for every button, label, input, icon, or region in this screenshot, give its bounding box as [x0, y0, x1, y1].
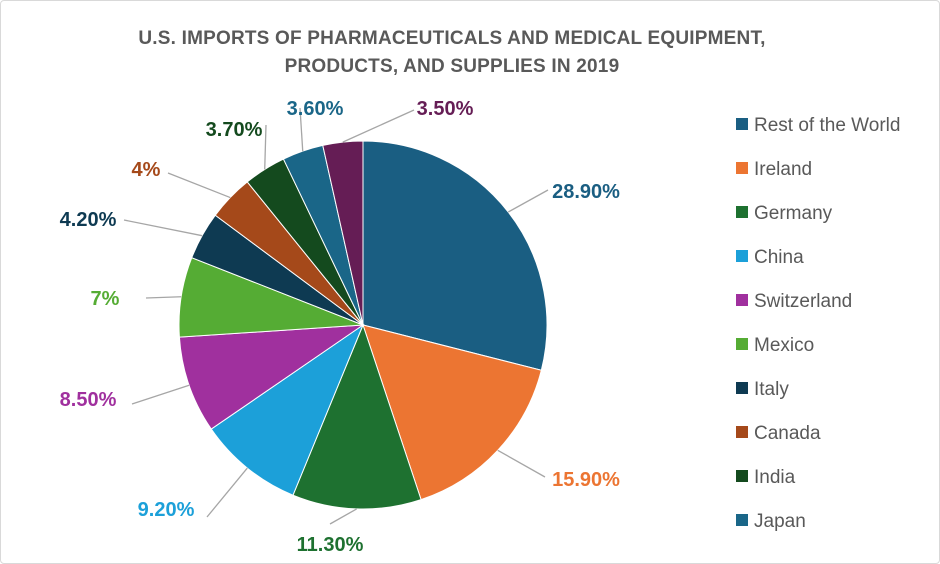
- legend-item-india: India: [736, 467, 796, 488]
- legend-label: India: [754, 467, 796, 488]
- legend-label: Germany: [754, 203, 833, 224]
- leader-line: [329, 508, 357, 525]
- leader-line: [342, 109, 415, 143]
- pie-slice-germany: [292, 323, 422, 510]
- legend-swatch: [736, 206, 748, 218]
- legend-swatch: [736, 250, 748, 262]
- data-label-india: 3.70%: [206, 119, 263, 141]
- chart-title-line-2: PRODUCTS, AND SUPPLIES IN 2019: [285, 56, 620, 77]
- leader-line: [264, 124, 267, 170]
- pie-slice-ireland: [362, 324, 542, 501]
- data-label-japan: 3.60%: [287, 98, 344, 120]
- legend-swatch: [736, 162, 748, 174]
- data-label-ireland: 15.90%: [552, 469, 620, 491]
- leader-line: [145, 296, 182, 299]
- data-label-switzerland: 8.50%: [60, 389, 117, 411]
- legend-swatch: [736, 470, 748, 482]
- pie-slice-china: [210, 323, 365, 496]
- legend-label: China: [754, 247, 804, 268]
- legend-item-germany: Germany: [736, 203, 833, 224]
- legend-swatch: [736, 382, 748, 394]
- legend-label: Canada: [754, 423, 821, 444]
- legend-swatch: [736, 514, 748, 526]
- legend-swatch: [736, 426, 748, 438]
- legend-label: Mexico: [754, 335, 814, 356]
- leader-line: [206, 467, 248, 518]
- legend-item-switzerland: Switzerland: [736, 291, 852, 312]
- legend-item-rest-of-the-world: Rest of the World: [736, 115, 900, 136]
- legend-label: Ireland: [754, 159, 812, 180]
- data-label-germany: 11.30%: [297, 534, 364, 556]
- legend-swatch: [736, 338, 748, 350]
- leader-line: [123, 219, 203, 237]
- legend-label: Japan: [754, 511, 806, 532]
- legend-swatch: [736, 118, 748, 130]
- data-label-mexico: 7%: [91, 288, 120, 310]
- data-label-canada: 4%: [132, 159, 161, 181]
- data-label-rest-of-the-world: 28.90%: [552, 181, 620, 203]
- chart-title-line-1: U.S. IMPORTS OF PHARMACEUTICALS AND MEDI…: [138, 28, 765, 49]
- leader-line: [299, 107, 304, 152]
- legend-item-japan: Japan: [736, 511, 806, 532]
- leader-line: [167, 172, 231, 199]
- data-label-other: 3.50%: [417, 98, 474, 120]
- legend-item-canada: Canada: [736, 423, 821, 444]
- legend-label: Rest of the World: [754, 115, 900, 136]
- data-label-italy: 4.20%: [60, 209, 117, 231]
- data-label-china: 9.20%: [138, 499, 195, 521]
- leader-line: [131, 384, 190, 405]
- legend-label: Italy: [754, 379, 789, 400]
- leader-line: [497, 449, 546, 478]
- legend-item-italy: Italy: [736, 379, 789, 400]
- legend-item-mexico: Mexico: [736, 335, 814, 356]
- legend-label: Switzerland: [754, 291, 852, 312]
- legend-item-china: China: [736, 247, 804, 268]
- legend-item-ireland: Ireland: [736, 159, 812, 180]
- legend-swatch: [736, 294, 748, 306]
- leader-line: [507, 189, 549, 213]
- pie-slice-switzerland: [178, 324, 365, 430]
